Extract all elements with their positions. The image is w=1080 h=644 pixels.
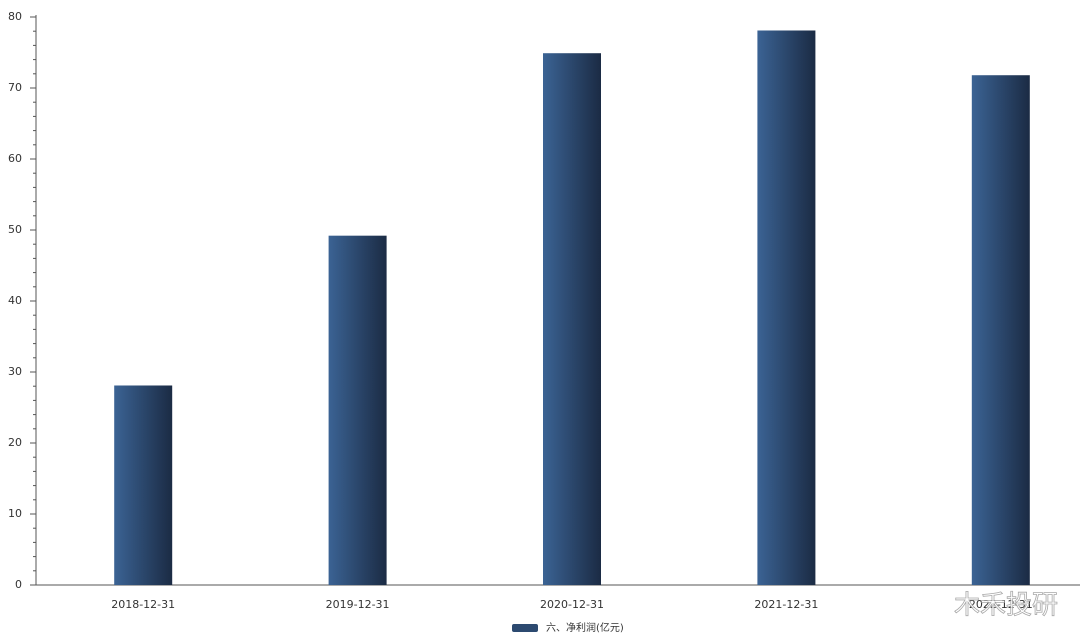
x-tick-label: 2018-12-31 — [111, 598, 175, 611]
y-tick-label: 30 — [8, 365, 22, 378]
x-tick-label: 2021-12-31 — [754, 598, 818, 611]
x-tick-label: 2020-12-31 — [540, 598, 604, 611]
bar — [114, 385, 173, 585]
x-tick-label: 2019-12-31 — [326, 598, 390, 611]
legend-label: 六、净利润(亿元) — [546, 621, 624, 634]
y-tick-label: 50 — [8, 223, 22, 236]
bar — [543, 53, 601, 585]
watermark: 木禾投研 — [954, 591, 1058, 621]
y-tick-label: 0 — [15, 578, 22, 591]
bar — [971, 75, 1030, 585]
y-tick-label: 60 — [8, 152, 22, 165]
y-tick-label: 40 — [8, 294, 22, 307]
y-tick-label: 20 — [8, 436, 22, 449]
y-tick-label: 10 — [8, 507, 22, 520]
bar — [757, 30, 816, 586]
y-tick-label: 70 — [8, 81, 22, 94]
bar — [328, 235, 387, 585]
y-tick-label: 80 — [8, 10, 22, 23]
x-tick-label: 2022-12-31 — [969, 598, 1033, 611]
legend-swatch — [512, 624, 538, 632]
